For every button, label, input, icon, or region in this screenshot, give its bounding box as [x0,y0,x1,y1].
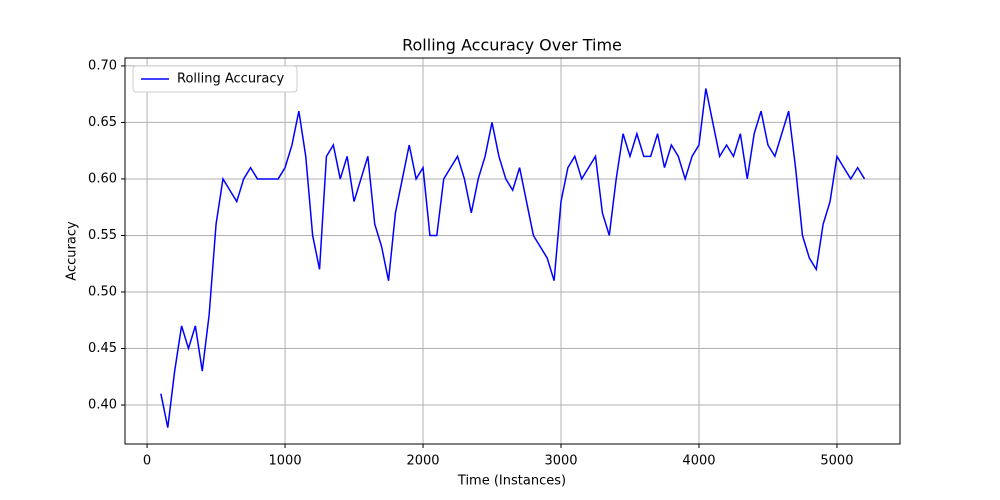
data-line [160,88,866,428]
y-tick-label: 0.70 [88,58,117,73]
x-tick-label: 3000 [544,454,577,469]
x-tick-label: 5000 [820,454,853,469]
y-axis-label: Accuracy [65,221,80,281]
y-tick-label: 0.55 [88,228,117,243]
chart-title: Rolling Accuracy Over Time [402,36,622,55]
y-tick-label: 0.50 [88,284,117,299]
x-tick-label: 4000 [682,454,715,469]
x-tick-label: 0 [143,454,151,469]
legend-box [132,65,298,93]
x-tick-label: 2000 [406,454,439,469]
x-tick-label: 1000 [269,454,302,469]
y-tick-label: 0.40 [88,398,117,413]
legend-label: Rolling Accuracy [177,72,285,87]
x-axis-label: Time (Instances) [457,474,566,489]
plot-frame [124,57,901,445]
y-tick-label: 0.45 [88,341,117,356]
y-tick-label: 0.60 [88,171,117,186]
y-tick-label: 0.65 [88,115,117,130]
